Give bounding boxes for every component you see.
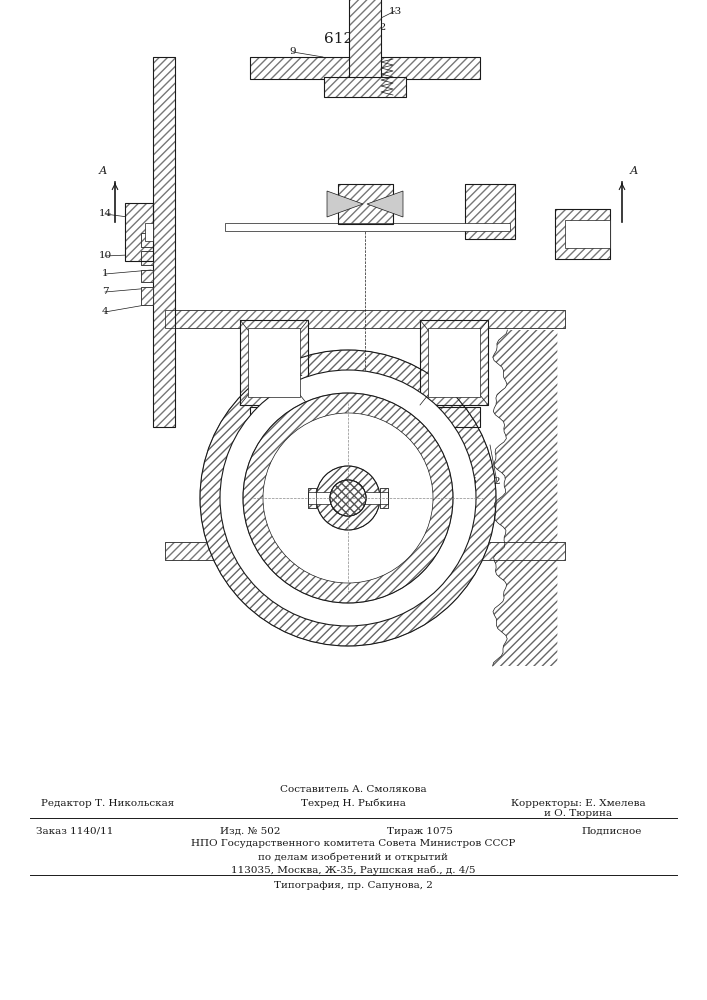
Text: Заказ 1140/11: Заказ 1140/11 [36,826,114,836]
Text: Составитель А. Смолякова: Составитель А. Смолякова [280,786,426,794]
Text: 12: 12 [373,22,387,31]
Bar [141,251,153,265]
Bar [165,542,565,560]
Bar [125,203,153,261]
Text: 14: 14 [98,210,112,219]
Bar [337,184,392,224]
Bar [165,310,565,328]
Bar [555,209,610,259]
Circle shape [365,468,381,484]
Text: Тираж 1075: Тираж 1075 [387,826,453,836]
Bar [165,310,565,328]
Text: 11: 11 [339,478,351,487]
Bar [141,287,153,305]
Text: 9: 9 [290,47,296,56]
Bar [175,79,405,407]
Text: 13: 13 [388,6,402,15]
Bar [565,220,610,248]
Bar [337,184,392,224]
Bar [349,0,381,79]
Bar [248,328,300,397]
Text: 4: 4 [102,308,108,316]
Text: 1: 1 [102,269,108,278]
Bar [165,542,565,560]
Bar [125,203,153,261]
Text: 3: 3 [242,478,248,487]
Bar [153,57,175,427]
Bar [555,209,610,259]
Text: 2: 2 [493,478,501,487]
Text: Фиг.1: Фиг.1 [407,483,443,495]
Bar [308,488,316,508]
Bar [141,251,153,265]
Bar [380,488,388,508]
Text: 5: 5 [450,478,456,487]
Bar [141,287,153,305]
Text: по делам изобретений и открытий: по делам изобретений и открытий [258,852,448,862]
Bar [308,492,388,504]
Text: Типография, пр. Сапунова, 2: Типография, пр. Сапунова, 2 [274,882,433,890]
Text: Техред Н. Рыбкина: Техред Н. Рыбкина [300,798,405,808]
Circle shape [263,413,433,583]
Circle shape [220,370,476,626]
Text: НПО Государственного комитета Совета Министров СССР: НПО Государственного комитета Совета Мин… [191,840,515,848]
Bar [380,488,388,508]
Bar [465,184,515,239]
Circle shape [330,480,366,516]
Text: Корректоры: Е. Хмелева: Корректоры: Е. Хмелева [510,798,645,808]
Bar [240,320,308,405]
Polygon shape [493,330,557,666]
Bar [420,320,488,405]
Bar [250,407,480,427]
Bar [349,0,381,79]
Text: 113035, Москва, Ж-35, Раушская наб., д. 4/5: 113035, Москва, Ж-35, Раушская наб., д. … [230,865,475,875]
Bar [250,57,480,79]
Text: Изд. № 502: Изд. № 502 [220,826,280,836]
Text: А–А: А–А [277,366,303,379]
Bar [225,223,510,231]
Bar [250,407,480,427]
Text: А: А [98,166,107,176]
Text: 612877: 612877 [324,32,382,46]
Circle shape [243,393,453,603]
Bar [428,328,480,397]
Bar [141,270,153,282]
Text: 6: 6 [469,478,477,487]
Bar [145,223,153,241]
Polygon shape [327,191,363,217]
Polygon shape [367,191,403,217]
Bar [465,184,515,239]
Bar [420,320,488,405]
Bar [141,233,153,247]
Text: 7: 7 [102,288,108,296]
Text: Редактор Т. Никольская: Редактор Т. Никольская [42,798,175,808]
Text: и О. Тюрина: и О. Тюрина [544,810,612,818]
Bar [324,77,406,97]
Bar [308,488,316,508]
Bar [153,57,175,427]
Bar [240,320,308,405]
Circle shape [316,466,380,530]
Text: Подписное: Подписное [582,826,642,836]
Bar [324,77,406,97]
Bar [366,407,380,477]
Text: А: А [630,166,638,176]
Bar [250,57,480,79]
Circle shape [200,350,496,646]
Text: 10: 10 [98,251,112,260]
Circle shape [330,480,366,516]
Bar [141,233,153,247]
Text: Фиг.2: Фиг.2 [271,576,308,588]
Bar [141,270,153,282]
